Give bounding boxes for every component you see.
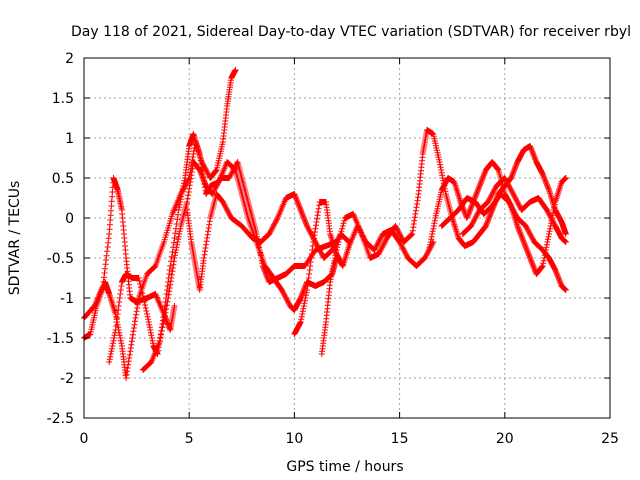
y-tick-label: -1.5 [47,331,74,347]
y-tick-label: 1 [65,131,74,147]
y-tick-label: 0 [65,211,74,227]
axis-ticks: 0 5 10 15 20 25 -2.5 -2 -1.5 -1 -0.5 0 0.5 1 1.5 2 [47,51,619,447]
plus-markers [318,127,569,357]
x-tick-label: 15 [391,431,409,447]
x-axis-label: GPS time / hours [286,459,403,475]
x-tick-label: 10 [285,431,303,447]
x-tick-label: 20 [496,431,514,447]
y-tick-label: -2.5 [47,411,74,427]
plus-markers [184,191,353,293]
y-tick-label: -0.5 [47,251,74,267]
x-tick-label: 0 [80,431,89,447]
y-tick-label: 2 [65,51,74,67]
plus-markers [139,159,340,373]
y-tick-label: 1.5 [52,91,74,107]
plus-markers [106,131,340,365]
x-tick-label: 5 [185,431,194,447]
plus-markers [438,191,569,293]
y-axis-label: SDTVAR / TECUs [7,181,23,296]
chart-title: Day 118 of 2021, Sidereal Day-to-day VTE… [71,24,631,40]
series-satellite-track-10 [459,175,569,245]
y-tick-label: 0.5 [52,171,74,187]
plot-frame [83,57,611,419]
series-satellite-track-9 [438,191,569,293]
data-points [81,67,569,381]
series-satellite-track-5 [184,191,353,293]
series-satellite-track-7 [318,127,569,357]
x-tick-label: 25 [601,431,619,447]
series-satellite-track-4 [139,159,340,373]
y-tick-label: -2 [60,371,74,387]
plus-markers [459,175,569,245]
series-satellite-track-3 [106,131,340,365]
y-tick-label: -1 [60,291,74,307]
